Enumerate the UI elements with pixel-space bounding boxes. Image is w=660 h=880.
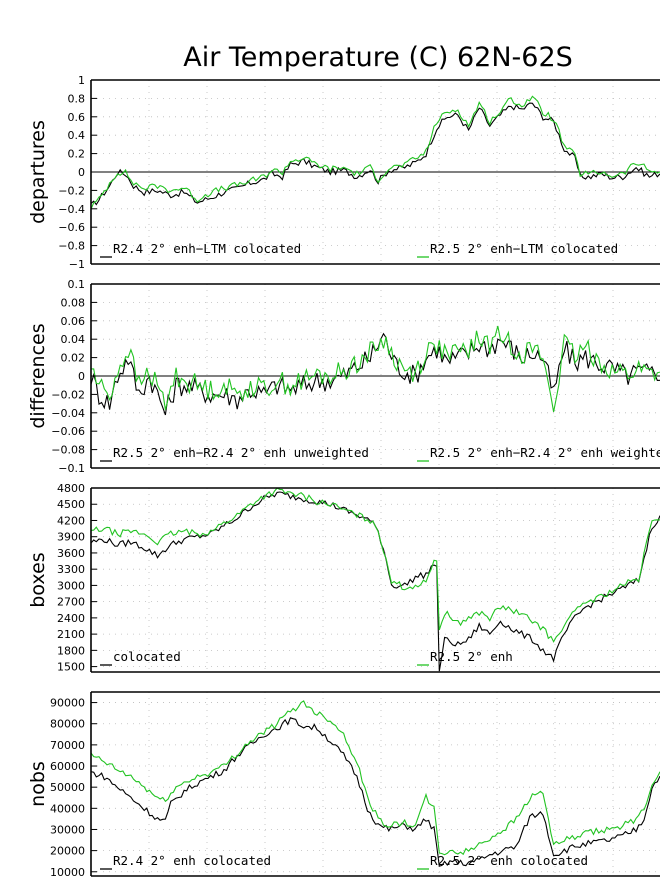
- series-line-departures-1: [90, 95, 660, 210]
- ylabel-departures: departures: [27, 120, 49, 224]
- ytick-label: 3900: [57, 531, 85, 544]
- ytick-label: 2400: [57, 612, 85, 625]
- legend-right-departures: R2.5 2° enh−LTM colocated: [430, 241, 618, 256]
- ytick-label: −0.1: [58, 462, 85, 475]
- panel-departures: 1 0.8 0.6 0.4 0.2 0 −0.2 −0.4 −0.6 −0.8 −1 departur…: [27, 74, 660, 271]
- ylabel-differences: differences: [27, 323, 49, 428]
- ytick-label: 40000: [50, 802, 85, 815]
- chart-title: Air Temperature (C) 62N-62S: [183, 42, 573, 73]
- ytick-label: 3300: [57, 563, 85, 576]
- ytick-label: 2700: [57, 596, 85, 609]
- ytick-label: 0.06: [61, 315, 86, 328]
- ytick-label: 4500: [57, 498, 85, 511]
- panel-nobs: 90000 80000 70000 60000 50000 40000 30000 20000…: [27, 691, 660, 879]
- legend-left-departures: R2.4 2° enh−LTM colocated: [113, 241, 301, 256]
- ytick-label: 0: [78, 166, 85, 179]
- ytick-label: 2100: [57, 628, 85, 641]
- ytick-label: 0.8: [68, 92, 86, 105]
- ytick-label: −0.06: [51, 425, 85, 438]
- ytick-label: −0.02: [51, 388, 85, 401]
- ylabel-boxes: boxes: [27, 552, 49, 607]
- ytick-label: 50000: [50, 781, 85, 794]
- ytick-label: 10000: [50, 866, 85, 879]
- ytick-label: 0.6: [68, 111, 86, 124]
- ytick-label: 0.2: [68, 148, 86, 161]
- legend-left-nobs: R2.4 2° enh colocated: [113, 853, 271, 868]
- ytick-label: 70000: [50, 739, 85, 752]
- ytick-label: −0.6: [58, 221, 85, 234]
- series-line-departures-0: [90, 102, 660, 206]
- series-line-differences-1: [91, 325, 660, 413]
- ytick-label: 4800: [57, 482, 85, 495]
- ytick-label: 4200: [57, 514, 85, 527]
- ytick-label: 80000: [50, 718, 85, 731]
- ytick-label: 0.04: [61, 333, 86, 346]
- series-line-nobs-1: [90, 700, 660, 856]
- ylabel-nobs: nobs: [27, 761, 49, 807]
- ytick-label: −0.4: [58, 203, 85, 216]
- series-line-boxes-1: [90, 487, 660, 643]
- ytick-label: 0: [78, 370, 85, 383]
- ytick-label: −0.04: [51, 407, 85, 420]
- ytick-label: −0.8: [58, 240, 85, 253]
- legend-right-boxes: R2.5 2° enh: [430, 649, 513, 664]
- ytick-label: 1800: [57, 644, 85, 657]
- chart-panels: 1 0.8 0.6 0.4 0.2 0 −0.2 −0.4 −0.6 −0.8 −1 departur…: [27, 74, 660, 879]
- ytick-label: 20000: [50, 845, 85, 858]
- ytick-label: 60000: [50, 760, 85, 773]
- ytick-label: −0.08: [51, 444, 85, 457]
- ytick-label: −1: [69, 258, 85, 271]
- ytick-label: 0.02: [61, 352, 86, 365]
- ytick-label: 30000: [50, 823, 85, 836]
- legend-right-nobs: R2.5 2° enh colocated: [430, 853, 588, 868]
- ytick-label: 1500: [57, 661, 85, 674]
- ytick-label: 0.1: [68, 278, 86, 291]
- legend-left-differences: R2.5 2° enh−R2.4 2° enh unweighted: [113, 445, 369, 460]
- series-line-nobs-0: [90, 717, 660, 867]
- panel-boxes: 4800 4500 4200 3900 3600 3300 3000 2700 2400 2100…: [27, 482, 660, 674]
- ytick-label: 3600: [57, 547, 85, 560]
- legend-right-differences: R2.5 2° enh−R2.4 2° enh weighte: [430, 445, 660, 460]
- series-line-boxes-0: [90, 491, 660, 672]
- ytick-label: 0.4: [68, 129, 86, 142]
- legend-left-boxes: colocated: [113, 649, 181, 664]
- ytick-label: 90000: [50, 697, 85, 710]
- series-line-differences-0: [90, 332, 660, 416]
- panel-differences: 0.1 0.08 0.06 0.04 0.02 0 −0.02 −0.04 −0.06 −0.08…: [27, 278, 660, 475]
- ytick-label: 3000: [57, 579, 85, 592]
- ytick-label: −0.2: [58, 184, 85, 197]
- ytick-label: 0.08: [61, 296, 86, 309]
- ytick-label: 1: [78, 74, 85, 87]
